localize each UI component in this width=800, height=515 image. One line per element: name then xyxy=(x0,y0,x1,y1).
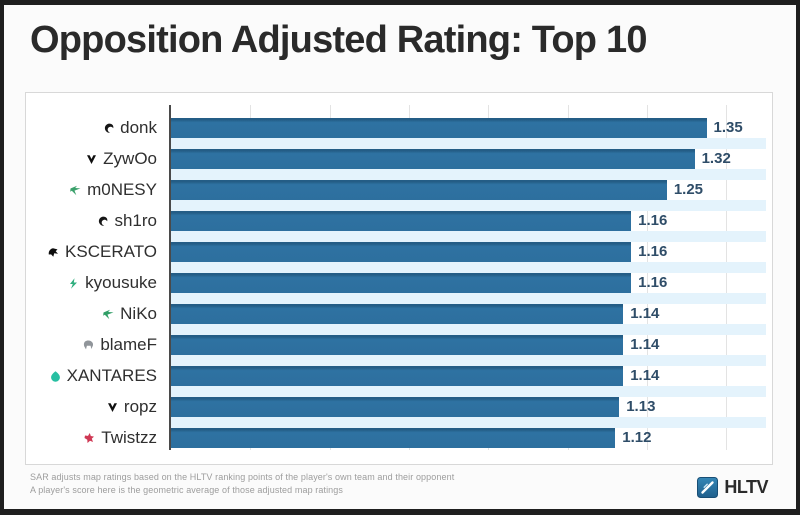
player-name: donk xyxy=(120,118,157,137)
page-title: Opposition Adjusted Rating: Top 10 xyxy=(30,19,647,61)
player-label: blameF xyxy=(26,335,157,355)
rating-bar xyxy=(171,211,632,231)
rating-bar xyxy=(171,118,707,138)
claw-team-logo-icon xyxy=(84,432,95,443)
row-gap-stripe xyxy=(171,324,766,335)
player-name: blameF xyxy=(100,335,157,354)
rating-value-label: 1.16 xyxy=(638,212,668,229)
category-label-gutter: donk ZywOo m0NESY sh1ro KSCERATO kyousuke NiKo… xyxy=(26,105,163,450)
rating-bar xyxy=(171,397,620,417)
row-gap-stripe xyxy=(171,262,766,273)
rating-value-label: 1.14 xyxy=(630,305,660,322)
falcon-team-logo-icon xyxy=(70,185,81,195)
player-label: ropz xyxy=(26,397,157,417)
dragon-team-logo-icon xyxy=(105,123,114,133)
dragon-team-logo-icon xyxy=(99,216,108,226)
rating-value-label: 1.14 xyxy=(630,367,660,384)
rating-value-label: 1.13 xyxy=(626,398,656,415)
brand-lockup: HLTV xyxy=(697,477,768,498)
hltv-logo-icon xyxy=(697,477,719,498)
player-label: m0NESY xyxy=(26,180,157,200)
player-label: donk xyxy=(26,118,157,138)
row-gap-stripe xyxy=(171,355,766,366)
flame-team-logo-icon xyxy=(50,370,60,382)
plot-area: 1.35 1.32 1.25 1.16 1.16 1.16 1.14 1.14 1.14 1.13… xyxy=(169,105,766,450)
player-name: ZywOo xyxy=(103,149,157,168)
rating-value-label: 1.14 xyxy=(630,336,660,353)
rating-bar xyxy=(171,149,695,169)
falcon-team-logo-icon xyxy=(103,309,114,319)
panther-team-logo-icon xyxy=(48,247,59,257)
player-name: kyousuke xyxy=(85,273,157,292)
player-label: sh1ro xyxy=(26,211,157,231)
row-gap-stripe xyxy=(171,386,766,397)
row-gap-stripe xyxy=(171,231,766,242)
rating-value-label: 1.32 xyxy=(701,150,731,167)
rating-value-label: 1.12 xyxy=(622,429,652,446)
player-label: NiKo xyxy=(26,304,157,324)
helmet-team-logo-icon xyxy=(84,339,94,349)
rating-value-label: 1.25 xyxy=(673,181,704,198)
rating-bar xyxy=(171,242,632,262)
rating-bar xyxy=(171,273,632,293)
chart-panel: donk ZywOo m0NESY sh1ro KSCERATO kyousuke NiKo… xyxy=(25,92,773,465)
v-team-logo-icon xyxy=(107,402,117,412)
gridline xyxy=(647,105,648,450)
row-gap-stripe xyxy=(171,417,766,428)
row-gap-stripe xyxy=(171,293,766,304)
player-name: m0NESY xyxy=(87,180,157,199)
rating-bar xyxy=(171,428,616,448)
row-gap-stripe xyxy=(171,200,766,211)
player-label: kyousuke xyxy=(26,273,157,293)
player-label: KSCERATO xyxy=(26,242,157,262)
player-name: ropz xyxy=(123,397,157,416)
player-label: XANTARES xyxy=(26,366,157,386)
player-name: Twistzz xyxy=(101,428,157,447)
rating-bar xyxy=(171,180,667,200)
footnote-line-1: SAR adjusts map ratings based on the HLT… xyxy=(30,472,455,482)
player-name: NiKo xyxy=(120,304,157,323)
row-gap-stripe xyxy=(171,169,766,180)
rating-bar xyxy=(171,366,624,386)
brand-name: HLTV xyxy=(724,477,768,497)
v-team-logo-icon xyxy=(87,154,97,164)
bolt-team-logo-icon xyxy=(70,277,78,289)
rating-value-label: 1.16 xyxy=(638,243,668,260)
rating-bar xyxy=(171,335,624,355)
rating-value-label: 1.35 xyxy=(713,119,743,136)
footnote-line-2: A player's score here is the geometric a… xyxy=(30,485,343,495)
player-name: XANTARES xyxy=(66,366,157,385)
player-name: KSCERATO xyxy=(65,242,157,261)
player-label: ZywOo xyxy=(26,149,157,169)
row-gap-stripe xyxy=(171,138,766,149)
rating-bar xyxy=(171,304,624,324)
player-label: Twistzz xyxy=(26,428,157,448)
player-name: sh1ro xyxy=(114,211,157,230)
rating-value-label: 1.16 xyxy=(638,274,668,291)
gridline xyxy=(726,105,728,450)
